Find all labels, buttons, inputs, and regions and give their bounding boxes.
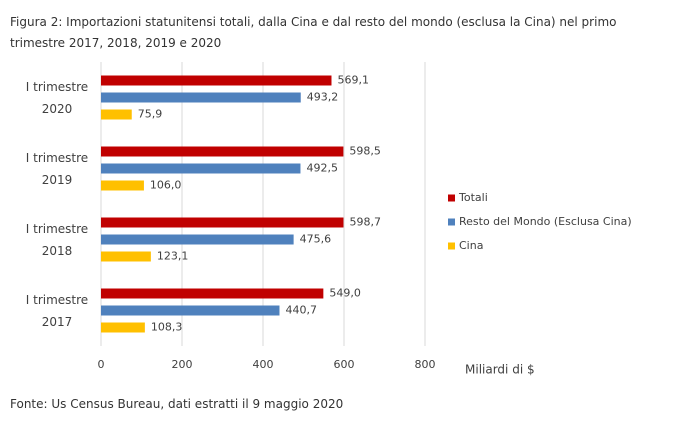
bar xyxy=(101,180,144,191)
legend-label: Totali xyxy=(458,191,488,204)
value-label: 75,9 xyxy=(138,108,163,121)
value-label: 493,2 xyxy=(307,91,339,104)
bar xyxy=(101,163,301,174)
value-label: 475,6 xyxy=(300,233,332,246)
legend-swatch xyxy=(448,218,455,226)
x-tick-label: 0 xyxy=(98,358,105,371)
bar xyxy=(101,305,280,316)
legend-swatch xyxy=(448,242,455,250)
x-tick-label: 400 xyxy=(253,358,274,371)
legend-label: Resto del Mondo (Esclusa Cina) xyxy=(459,215,632,228)
legend-label: Cina xyxy=(459,239,483,252)
bar xyxy=(101,146,344,157)
bar xyxy=(101,288,324,299)
y-tick-label: I trimestre 2020 xyxy=(25,79,89,116)
bar xyxy=(101,251,151,262)
value-label: 549,0 xyxy=(329,287,361,300)
x-tick-label: 800 xyxy=(415,358,436,371)
value-label: 598,7 xyxy=(349,216,381,229)
legend-swatch xyxy=(448,194,455,202)
bar xyxy=(101,217,344,228)
value-label: 492,5 xyxy=(306,162,338,175)
x-tick-label: 600 xyxy=(334,358,355,371)
y-tick-label: I trimestre 2017 xyxy=(25,292,89,329)
x-axis-label: Miliardi di $ xyxy=(465,363,535,377)
value-label: 440,7 xyxy=(285,304,317,317)
bar xyxy=(101,109,132,120)
y-tick-label: I trimestre 2019 xyxy=(25,150,89,187)
chart-title: Figura 2: Importazioni statunitensi tota… xyxy=(10,15,617,50)
value-label: 106,0 xyxy=(150,179,182,192)
bar xyxy=(101,75,332,86)
bar xyxy=(101,322,145,333)
source: Fonte: Us Census Bureau, dati estratti i… xyxy=(10,397,344,411)
bar xyxy=(101,92,301,103)
value-label: 598,5 xyxy=(349,145,381,158)
value-label: 123,1 xyxy=(157,250,189,263)
bar xyxy=(101,234,294,245)
value-label: 108,3 xyxy=(151,321,183,334)
x-tick-label: 200 xyxy=(172,358,193,371)
value-label: 569,1 xyxy=(337,74,369,87)
y-tick-label: I trimestre 2018 xyxy=(25,221,89,258)
